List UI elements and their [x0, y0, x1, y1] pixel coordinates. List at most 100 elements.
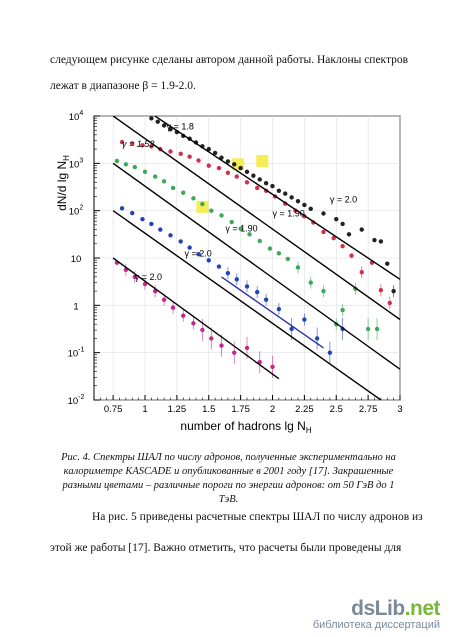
data-point: [340, 221, 345, 227]
data-point: [321, 229, 326, 235]
data-point: [168, 149, 173, 154]
gamma-label: γ = 2.0: [185, 249, 212, 259]
figure-4: γ = 1.8 γ = 1.53 γ = 2.0 γ = 1.90 γ = 1.90 γ …: [50, 108, 410, 443]
data-point: [321, 288, 326, 294]
series-2: [119, 139, 392, 309]
fit-line: [112, 210, 382, 400]
data-point: [216, 264, 222, 269]
x-tick-label: 2.5: [330, 404, 343, 415]
data-point: [247, 232, 252, 237]
data-point: [255, 185, 260, 191]
data-point: [191, 196, 196, 201]
data-point: [302, 202, 307, 208]
data-point: [181, 190, 186, 195]
data-point: [255, 289, 260, 295]
data-point: [359, 270, 364, 275]
data-point: [206, 163, 211, 168]
data-point: [374, 326, 380, 332]
x-tick-label: 1.5: [202, 404, 215, 415]
dslib-watermark: dsLib.net библиотека диссертаций: [313, 597, 441, 631]
data-point: [140, 143, 145, 148]
data-point: [378, 239, 384, 244]
data-point: [276, 188, 282, 193]
data-point: [158, 227, 163, 232]
hadron-spectra-chart: γ = 1.8 γ = 1.53 γ = 2.0 γ = 1.90 γ = 1.90 γ …: [55, 110, 403, 435]
gamma-annotations: γ = 1.8 γ = 1.53 γ = 2.0 γ = 1.90 γ = 1.90 γ …: [122, 121, 357, 282]
gamma-label: γ = 2.0: [330, 195, 357, 205]
watermark-logo: dsLib.net: [351, 597, 440, 620]
gamma-label: γ = 1.8: [167, 121, 194, 131]
data-point: [181, 313, 186, 318]
data-point: [155, 119, 160, 124]
data-point: [289, 326, 294, 332]
data-point: [234, 277, 239, 282]
fit-line: [153, 116, 400, 280]
series-4: [119, 206, 345, 364]
data-point: [232, 350, 237, 355]
data-point: [219, 213, 224, 218]
data-point: [219, 343, 224, 348]
y-tick-label: 10: [71, 254, 82, 265]
data-point: [349, 253, 354, 258]
data-point: [295, 199, 301, 204]
paragraph-line-4: этой же работы [17]. Важно отметить, что…: [50, 542, 402, 554]
x-tick-label: 2.25: [295, 404, 314, 415]
data-point: [196, 158, 201, 163]
y-tick-label: 102: [69, 205, 84, 218]
data-point: [216, 165, 222, 171]
x-axis-label: number of hadrons lg NH: [180, 419, 311, 435]
data-point: [119, 206, 125, 211]
data-point: [170, 305, 176, 310]
data-series: [114, 116, 396, 378]
data-point: [168, 233, 173, 238]
gamma-label: γ = 1.90: [273, 208, 305, 218]
data-point: [331, 235, 336, 241]
data-point: [295, 265, 301, 270]
data-point: [132, 164, 137, 170]
data-point: [321, 211, 326, 216]
data-point: [251, 173, 256, 178]
data-point: [149, 144, 154, 149]
data-point: [244, 180, 250, 185]
data-point: [149, 116, 154, 121]
data-point: [372, 237, 377, 243]
data-point: [170, 185, 176, 191]
y-tick-label: 10-2: [68, 394, 85, 407]
data-point: [238, 226, 243, 231]
data-point: [132, 274, 137, 280]
fit-line: [112, 257, 280, 380]
data-point: [387, 300, 392, 306]
data-point: [378, 287, 384, 293]
data-point: [153, 174, 158, 179]
data-point: [229, 219, 234, 225]
highlight-square: [256, 154, 269, 167]
data-point: [257, 177, 262, 182]
gamma-label: γ = 2.0: [135, 272, 162, 282]
data-point: [149, 221, 154, 227]
data-point: [225, 270, 231, 276]
data-point: [119, 139, 125, 145]
axis-ticks: 0.75 1 1.25 1.5 1.75 2 2.25 2.5 2.75 3 10-2 10-1 1 10…: [68, 110, 403, 415]
data-point: [191, 321, 196, 326]
paragraph-line-3: На рис. 5 приведены расчетные спектры ША…: [92, 511, 423, 523]
data-point: [270, 364, 275, 370]
data-point: [270, 183, 275, 189]
data-point: [267, 246, 273, 251]
data-point: [385, 261, 390, 266]
data-point: [308, 206, 313, 211]
data-point: [142, 169, 148, 175]
data-point: [206, 146, 211, 152]
data-point: [225, 159, 231, 164]
data-point: [334, 216, 339, 222]
data-point: [219, 155, 224, 160]
data-point: [244, 169, 250, 175]
figure-caption: Рис. 4. Спектры ШАЛ по числу адронов, по…: [61, 452, 396, 505]
data-point: [314, 336, 320, 341]
data-point: [161, 297, 167, 302]
data-point: [142, 281, 148, 287]
data-point: [168, 127, 173, 132]
paragraph-line-2: лежат в диапазоне β = 1.9-2.0.: [50, 80, 196, 92]
x-tick-label: 0.75: [104, 404, 123, 415]
y-tick-label: 103: [69, 157, 84, 170]
data-point: [283, 191, 288, 196]
